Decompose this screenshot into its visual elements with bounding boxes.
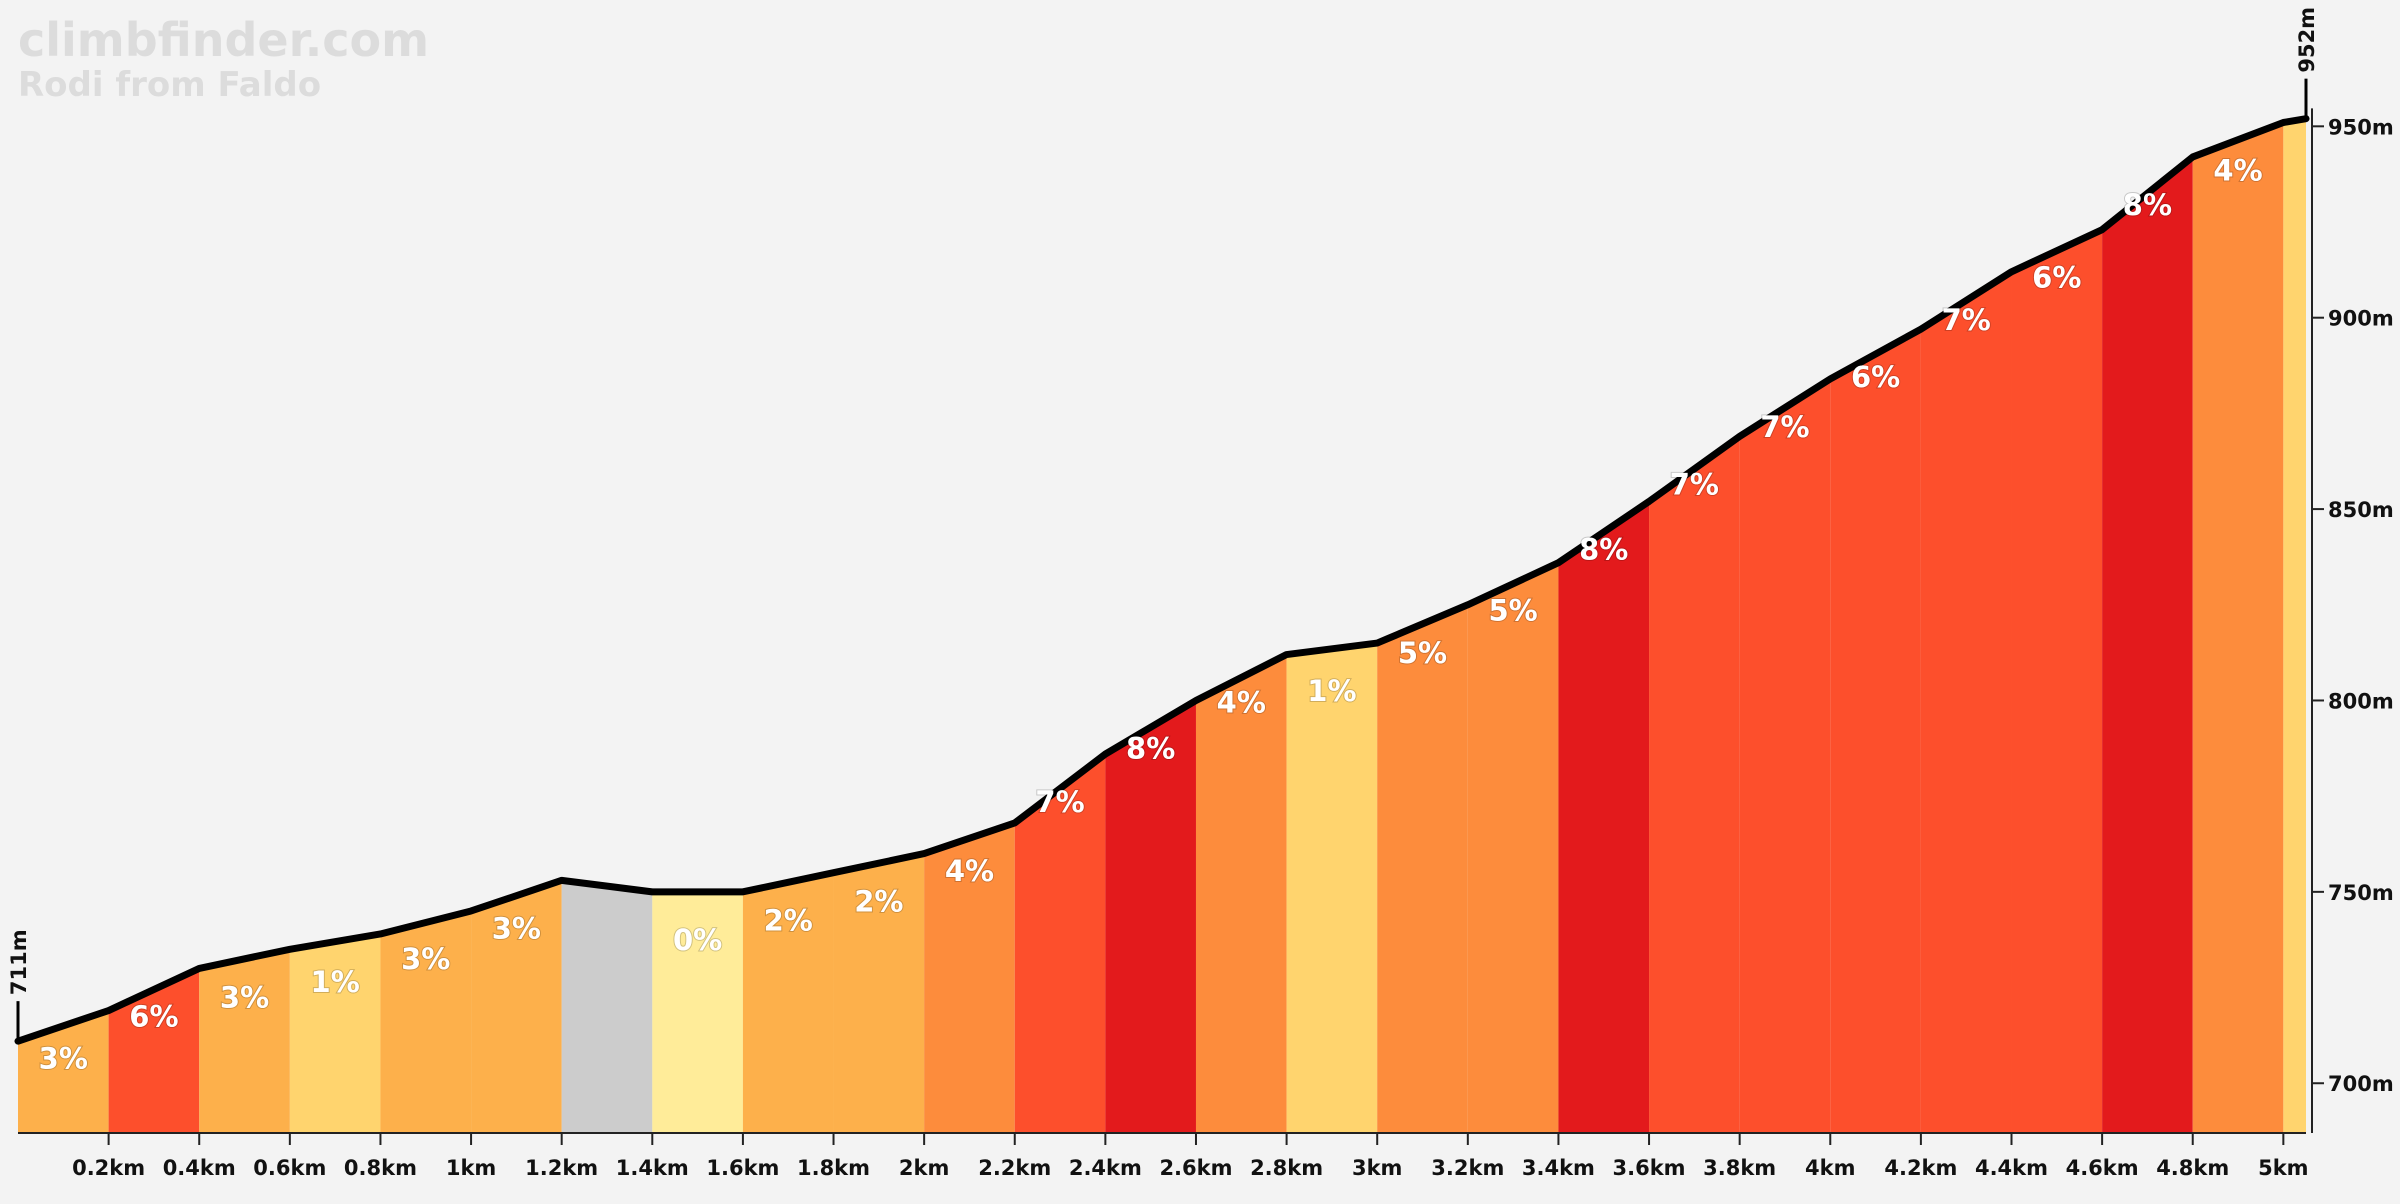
elevation-line <box>14 115 2310 1045</box>
gradient-label: 4% <box>945 854 994 888</box>
y-tick-label: 950m <box>2328 115 2394 139</box>
gradient-label: 8% <box>1126 731 1175 765</box>
chart-subtitle: Rodi from Faldo <box>18 65 321 105</box>
gradient-label: 3% <box>39 1042 88 1076</box>
gradient-segment <box>1920 271 2012 1133</box>
gradient-label: 4% <box>1217 686 1266 720</box>
x-tick-label: 3km <box>1352 1156 1402 1180</box>
x-tick-label: 4.4km <box>1975 1156 2048 1180</box>
x-tick-label: 4km <box>1805 1156 1855 1180</box>
gradient-label: 4% <box>2213 153 2262 187</box>
gradient-label: 0% <box>673 923 722 957</box>
gradient-segment <box>742 872 834 1133</box>
gradient-segment <box>380 910 472 1133</box>
gradient-segment <box>2283 118 2306 1133</box>
x-tick-label: 5km <box>2258 1156 2308 1180</box>
gradient-segment <box>1195 654 1287 1133</box>
gradient-segment <box>561 880 653 1133</box>
gradient-segment <box>1558 501 1650 1133</box>
gradient-segment <box>924 822 1015 1133</box>
gradient-label: 6% <box>2032 261 2081 295</box>
gradient-segment <box>289 933 381 1133</box>
x-tick-label: 2.6km <box>1159 1156 1232 1180</box>
x-tick-label: 1.2km <box>525 1156 598 1180</box>
gradient-label: 8% <box>1579 532 1628 566</box>
x-tick-label: 1.6km <box>706 1156 779 1180</box>
gradient-segment <box>1014 754 1106 1133</box>
gradient-label: 2% <box>764 904 813 938</box>
gradient-label: 7% <box>1035 785 1084 819</box>
gradient-label: 7% <box>1942 303 1991 337</box>
chart-title: climbfinder.com <box>18 13 429 67</box>
y-tick-label: 900m <box>2328 307 2394 331</box>
x-tick-label: 1km <box>446 1156 496 1180</box>
gradient-segment <box>1830 329 1921 1133</box>
x-tick-label: 4.2km <box>1884 1156 1957 1180</box>
x-tick-label: 3.6km <box>1613 1156 1686 1180</box>
gradient-segment <box>2102 156 2193 1134</box>
x-tick-label: 3.4km <box>1522 1156 1595 1180</box>
gradient-segment <box>2192 122 2284 1133</box>
x-tick-label: 0.4km <box>163 1156 236 1180</box>
gradient-segment <box>1377 604 1468 1133</box>
x-tick-label: 2.2km <box>978 1156 1051 1180</box>
x-tick-label: 0.2km <box>72 1156 145 1180</box>
x-tick-label: 4.6km <box>2066 1156 2139 1180</box>
gradient-segment <box>108 968 200 1133</box>
gradient-segment <box>1649 436 1740 1133</box>
gradient-segment <box>2011 229 2103 1133</box>
x-tick-label: 1.8km <box>797 1156 870 1180</box>
gradient-label: 1% <box>311 965 360 999</box>
y-tick-label: 700m <box>2328 1072 2394 1096</box>
gradient-label: 5% <box>1489 594 1538 628</box>
gradient-label: 2% <box>854 885 903 919</box>
x-tick-label: 3.8km <box>1703 1156 1776 1180</box>
annotation-label: 711m <box>7 929 31 995</box>
annotation-label: 952m <box>2295 7 2319 73</box>
gradient-segment <box>1739 378 1831 1133</box>
gradient-label: 3% <box>401 942 450 976</box>
y-tick-label: 850m <box>2328 498 2394 522</box>
gradient-segment <box>1286 643 1378 1133</box>
gradient-label: 7% <box>1760 410 1809 444</box>
gradient-segment <box>1105 700 1196 1133</box>
x-tick-label: 2.4km <box>1069 1156 1142 1180</box>
gradient-label: 6% <box>129 999 178 1033</box>
gradient-label: 7% <box>1670 467 1719 501</box>
x-tick-label: 2km <box>899 1156 949 1180</box>
x-tick-label: 0.6km <box>253 1156 326 1180</box>
gradient-segment <box>833 853 925 1133</box>
gradient-label: 6% <box>1851 360 1900 394</box>
y-tick-label: 800m <box>2328 689 2394 713</box>
gradient-label: 8% <box>2123 188 2172 222</box>
x-tick-label: 0.8km <box>344 1156 417 1180</box>
x-tick-label: 4.8km <box>2156 1156 2229 1180</box>
gradient-label: 3% <box>492 911 541 945</box>
gradient-segment <box>199 949 290 1133</box>
gradient-label: 1% <box>1307 674 1356 708</box>
y-tick-label: 750m <box>2328 881 2394 905</box>
gradient-label: 5% <box>1398 636 1447 670</box>
gradient-segment <box>18 1010 109 1133</box>
gradient-label: 3% <box>220 980 269 1014</box>
x-tick-label: 3.2km <box>1431 1156 1504 1180</box>
gradient-segment <box>471 880 562 1133</box>
gradient-segment <box>652 891 743 1133</box>
x-tick-label: 2.8km <box>1250 1156 1323 1180</box>
gradient-segment <box>1467 562 1559 1133</box>
x-tick-label: 1.4km <box>616 1156 689 1180</box>
